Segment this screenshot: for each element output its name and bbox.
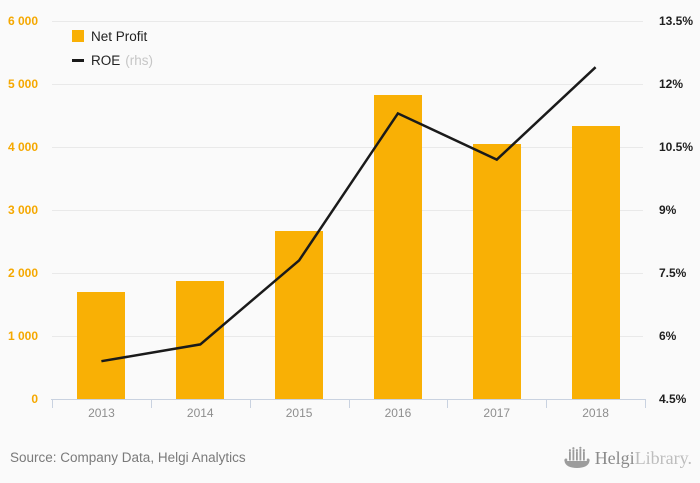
x-axis-label: 2013	[88, 406, 115, 420]
x-axis-tick	[249, 399, 251, 408]
right-axis-tick-label: 6%	[659, 329, 677, 343]
grid-line	[52, 209, 643, 211]
legend-label-roe: ROE	[91, 52, 121, 68]
legend-label-net-profit: Net Profit	[91, 28, 148, 44]
x-axis-label: 2015	[285, 406, 313, 420]
x-axis-label: 2018	[582, 406, 609, 420]
grid-line	[52, 272, 643, 274]
x-axis-label: 2016	[384, 406, 412, 420]
bar-2018	[571, 126, 620, 399]
left-axis-tick-label: 6 000	[7, 14, 38, 28]
grid-line	[52, 83, 643, 85]
x-axis-label: 2017	[483, 406, 511, 420]
x-axis-tick	[348, 399, 350, 408]
x-axis-tick	[447, 399, 449, 408]
grid-line	[52, 146, 643, 148]
x-axis-tick	[546, 399, 548, 408]
bar-2016	[373, 94, 422, 399]
bar-2014	[176, 280, 225, 399]
right-axis-tick-label: 4.5%	[659, 392, 687, 406]
right-axis-tick-label: 9%	[659, 203, 677, 217]
right-axis-tick-label: 12%	[659, 77, 684, 91]
left-axis-tick-label: 2 000	[7, 266, 38, 280]
left-axis-tick-label: 0	[31, 392, 38, 406]
grid-line	[52, 20, 643, 22]
legend-label-roe-suffix: (rhs)	[125, 52, 154, 68]
source-text: Source: Company Data, Helgi Analytics	[10, 450, 246, 465]
bar-2017	[472, 144, 521, 399]
legend: Net Profit ROE (rhs)	[72, 28, 153, 76]
right-axis-tick-label: 13.5%	[659, 14, 694, 28]
legend-item-roe: ROE (rhs)	[72, 52, 153, 68]
x-axis-tick	[645, 399, 646, 408]
grid-line	[52, 335, 643, 337]
logo-text-helgi: Helgi	[594, 448, 635, 468]
roe-line-swatch	[72, 58, 84, 62]
logo-text-library: Library.	[634, 448, 692, 468]
net-profit-swatch	[72, 30, 84, 42]
x-axis-label: 2014	[186, 406, 214, 420]
x-axis-tick	[150, 399, 152, 408]
viking-ship-icon	[564, 446, 590, 468]
x-axis-tick	[52, 399, 53, 408]
legend-item-net-profit: Net Profit	[72, 28, 153, 44]
left-axis-tick-label: 4 000	[7, 140, 38, 154]
bar-2013	[77, 291, 126, 399]
left-axis-tick-label: 1 000	[7, 329, 38, 343]
bar-2015	[275, 231, 324, 399]
left-axis-tick-label: 3 000	[7, 203, 38, 217]
helgi-library-logo: Helgi Library.	[563, 446, 692, 471]
left-axis-tick-label: 5 000	[7, 77, 38, 91]
right-axis-tick-label: 7.5%	[659, 266, 687, 280]
right-axis-tick-label: 10.5%	[659, 140, 694, 154]
